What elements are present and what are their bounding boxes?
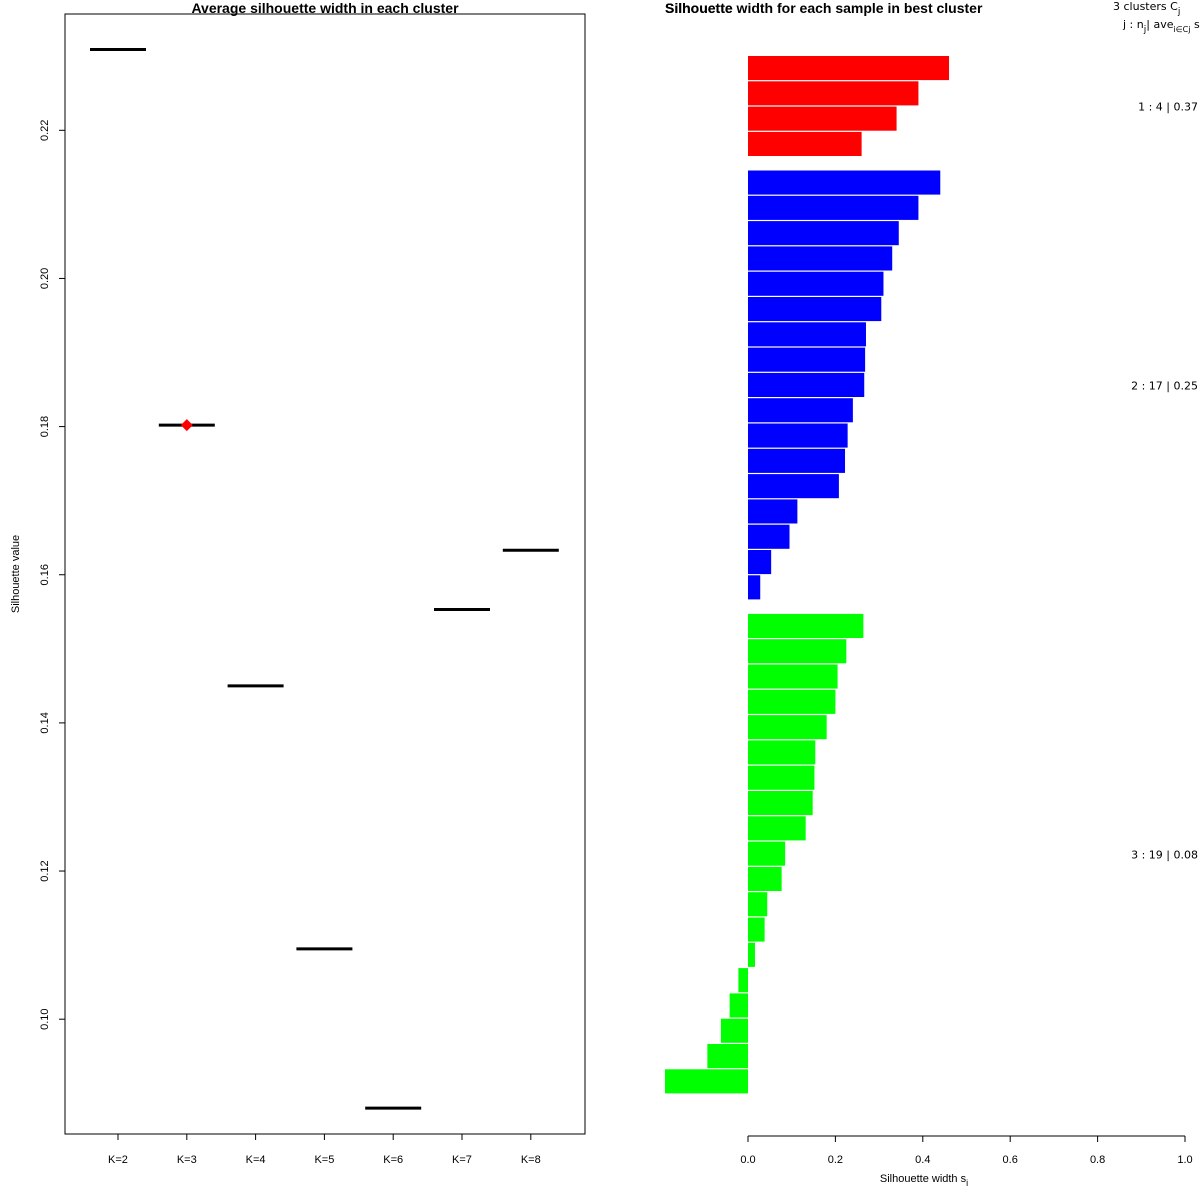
silhouette-bar-cluster3-13 [748,917,765,942]
silhouette-bar-cluster1-2 [748,81,919,106]
silhouette-bar-cluster3-12 [748,892,768,917]
silhouette-bar-cluster3-16 [729,993,748,1018]
silhouette-bar-cluster3-1 [748,613,864,638]
left-x-tick-label: K=7 [452,1154,472,1166]
silhouette-bar-cluster2-12 [748,448,846,473]
right-bars [664,56,950,1094]
silhouette-bar-cluster1-1 [748,56,950,81]
left-panel: Average silhouette width in each cluster… [10,0,586,1166]
left-x-tick-label: K=4 [246,1154,266,1166]
silhouette-bar-cluster2-10 [748,398,853,423]
silhouette-bar-cluster2-17 [748,575,761,600]
silhouette-bar-cluster2-15 [748,524,790,549]
right-panel: Silhouette Silhouette width for each sam… [664,0,1200,1188]
left-y-tick-label: 0.12 [39,860,51,881]
silhouette-bar-cluster3-3 [748,664,838,689]
silhouette-bar-cluster3-7 [748,765,815,790]
silhouette-bar-cluster2-7 [748,322,866,347]
cluster-label-2: 2 : 17 | 0.25 [1131,380,1198,393]
left-x-tick-label: K=6 [383,1154,403,1166]
left-x-tick-label: K=3 [177,1154,197,1166]
left-marks [90,48,559,1110]
left-x-tick-label: K=8 [521,1154,541,1166]
left-y-axis: 0.10 0.12 0.14 0.16 0.18 0.20 0.22 [39,120,65,1030]
silhouette-bar-cluster3-14 [748,942,755,967]
silhouette-bar-cluster3-5 [748,715,827,740]
left-y-axis-label: Silhouette value [10,535,22,613]
silhouette-bar-cluster2-6 [748,297,882,322]
silhouette-bar-cluster3-15 [738,968,748,993]
silhouette-bar-cluster1-3 [748,106,897,131]
cluster-labels: 1 : 4 | 0.37 2 : 17 | 0.25 3 : 19 | 0.08 [1131,101,1198,862]
silhouette-bar-cluster2-3 [748,221,899,246]
right-x-tick-label: 0.4 [915,1154,930,1166]
right-x-axis: 0.0 0.2 0.4 0.6 0.8 1.0 [740,1135,1193,1166]
right-x-axis-label: Silhouette width si [880,1173,968,1188]
silhouette-bar-cluster3-6 [748,740,816,765]
silhouette-bar-cluster2-16 [748,550,772,575]
left-y-tick-label: 0.18 [39,416,51,437]
legend-header-line1: 3 clusters Cj [1113,0,1180,17]
right-x-tick-label: 0.0 [740,1154,755,1166]
silhouette-bar-cluster3-10 [748,841,786,866]
right-x-tick-label: 0.6 [1003,1154,1018,1166]
right-x-tick-label: 0.8 [1090,1154,1105,1166]
left-chart-title: Average silhouette width in each cluster [191,0,459,16]
left-y-tick-label: 0.22 [39,120,51,141]
silhouette-bar-cluster2-4 [748,246,893,271]
silhouette-bar-cluster3-2 [748,639,847,664]
silhouette-bar-cluster2-11 [748,423,848,448]
silhouette-bar-cluster3-19 [664,1069,748,1094]
silhouette-bar-cluster2-8 [748,347,866,372]
silhouette-bar-cluster3-17 [720,1018,748,1043]
silhouette-bar-cluster2-2 [748,195,919,220]
left-x-tick-label: K=2 [108,1154,128,1166]
silhouette-bar-cluster3-9 [748,816,806,841]
silhouette-bar-cluster2-5 [748,271,884,296]
silhouette-bar-cluster1-4 [748,131,862,156]
silhouette-bar-cluster2-14 [748,499,798,524]
left-y-tick-label: 0.20 [39,268,51,289]
silhouette-bar-cluster3-8 [748,791,813,816]
left-x-tick-label: K=5 [314,1154,334,1166]
left-x-axis: K=2 K=3 K=4 K=5 K=6 K=7 K=8 [108,1134,541,1166]
right-x-tick-label: 0.2 [828,1154,843,1166]
right-chart-title-overlap: Silhouette [665,0,733,16]
best-k-marker [180,419,193,432]
legend-header-line2: j : nj| avei∈Cj s [1122,18,1200,35]
right-chart-title: Silhouette width for each sample in best… [665,0,983,16]
silhouette-bar-cluster2-13 [748,474,839,499]
left-y-tick-label: 0.16 [39,564,51,585]
silhouette-bar-cluster2-1 [748,170,941,195]
silhouette-bar-cluster2-9 [748,372,865,397]
right-x-tick-label: 1.0 [1177,1154,1192,1166]
cluster-label-3: 3 : 19 | 0.08 [1131,848,1198,861]
silhouette-bar-cluster3-18 [707,1044,748,1069]
left-y-tick-label: 0.14 [39,712,51,733]
left-y-tick-label: 0.10 [39,1008,51,1029]
cluster-label-1: 1 : 4 | 0.37 [1138,101,1198,114]
left-plot-frame [64,13,586,1135]
silhouette-bar-cluster3-11 [748,866,782,891]
silhouette-bar-cluster3-4 [748,689,836,714]
